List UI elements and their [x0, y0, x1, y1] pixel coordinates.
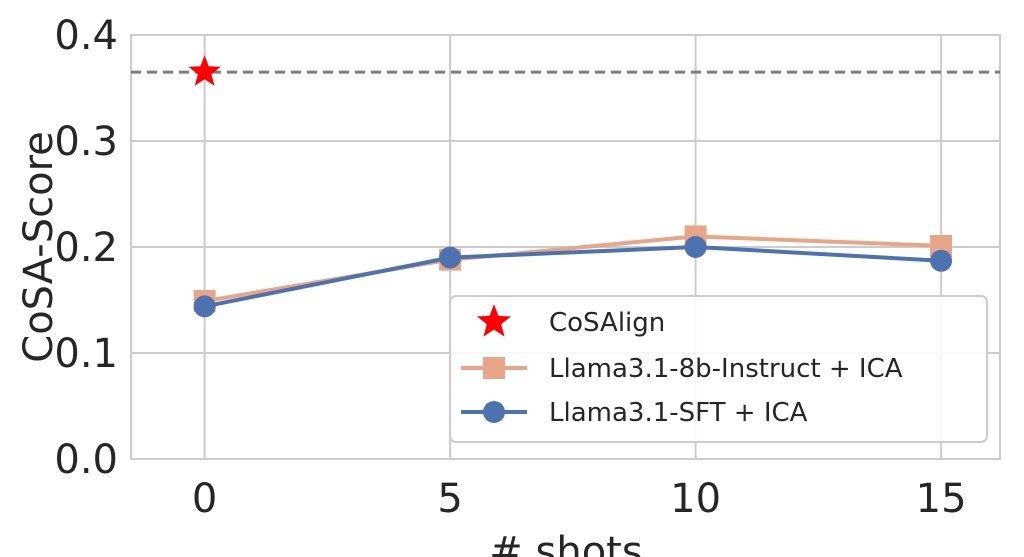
legend-marker-circle — [483, 401, 505, 423]
x-tick-label: 5 — [437, 476, 462, 522]
legend-marker-square — [483, 357, 505, 379]
y-tick-label: 0.3 — [54, 119, 118, 165]
legend-marker-star — [476, 304, 512, 337]
x-axis-label: # shots — [489, 529, 642, 557]
data-point-star — [188, 55, 221, 86]
y-tick-label: 0.1 — [54, 331, 118, 377]
y-tick-label: 0.4 — [54, 13, 118, 59]
series-group — [188, 55, 953, 318]
x-tick-label: 10 — [670, 476, 721, 522]
legend-box — [449, 295, 988, 443]
y-tick-label: 0.2 — [54, 225, 118, 271]
legend-label: CoSAlign — [549, 308, 665, 338]
series-line-2 — [204, 245, 942, 309]
data-point-circle — [684, 236, 707, 258]
y-axis-label: CoSA-Score — [16, 131, 62, 362]
data-point-circle — [193, 295, 216, 318]
data-point-circle — [930, 249, 953, 272]
x-tick-label: 15 — [916, 476, 967, 522]
x-tick-label: 0 — [192, 476, 217, 522]
plot-area-frame — [130, 34, 1001, 460]
y-tick-labels: 0.0 0.1 0.2 0.3 0.4 — [54, 13, 118, 483]
y-tick-label: 0.0 — [54, 437, 118, 483]
x-tick-labels: 0 5 10 15 — [192, 476, 967, 522]
legend-label: Llama3.1-SFT + ICA — [549, 398, 808, 428]
legend-label: Llama3.1-8b-Instruct + ICA — [549, 354, 903, 384]
legend: CoSAlign Llama3.1-8b-Instruct + ICA Llama3… — [449, 295, 988, 443]
data-point-circle — [439, 246, 462, 269]
